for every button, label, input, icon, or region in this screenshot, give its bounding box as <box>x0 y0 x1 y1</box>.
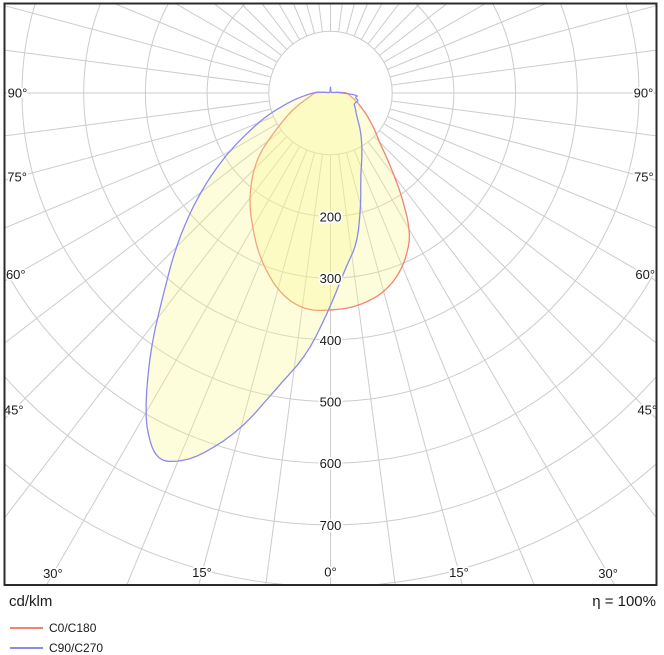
angle-label-0: 0° <box>324 565 336 580</box>
grid-ray <box>198 152 316 585</box>
legend-label-c90-c270: C90/C270 <box>49 641 104 655</box>
angle-label-right-45: 45° <box>637 402 657 417</box>
radial-tick-label-400: 400 <box>320 333 342 348</box>
grid-ray <box>345 152 463 585</box>
grid-ray <box>213 3 282 56</box>
polar-plot-canvas: 200 300 400 500 600 700 0° 15° 15° 30° 30° 45° 45° 60… <box>2 2 659 586</box>
grid-ray <box>379 130 657 344</box>
grid-ray <box>113 3 274 70</box>
legend-line-c0-c180-icon <box>10 627 43 629</box>
grid-ray <box>4 141 294 519</box>
angle-label-left-15: 15° <box>192 565 212 580</box>
grid-ray <box>261 3 294 45</box>
label-group: 200 300 400 500 600 700 0° 15° 15° 30° 30° 45° 45° 60… <box>2 84 659 583</box>
grid-ray <box>353 149 535 585</box>
grid-ray <box>391 100 657 137</box>
grid-ray <box>4 100 270 137</box>
series-path-c90-c270 <box>145 86 363 463</box>
grid-ray <box>383 123 657 282</box>
grid-ray <box>265 154 323 585</box>
angle-label-right-60: 60° <box>635 267 655 282</box>
grid-ray <box>338 154 396 585</box>
grid-ray <box>387 116 657 229</box>
legend-label-c0-c180: C0/C180 <box>49 621 97 635</box>
grid-ray <box>367 141 657 519</box>
grid-ray <box>4 123 278 282</box>
angle-label-right-75: 75° <box>634 170 654 185</box>
grid-ray <box>4 116 274 229</box>
radial-tick-label-700: 700 <box>320 518 342 533</box>
radial-tick-label-300: 300 <box>320 271 342 286</box>
radial-tick-label-600: 600 <box>320 456 342 471</box>
grid-ray <box>4 130 282 344</box>
angle-label-left-30: 30° <box>43 566 63 581</box>
series-group <box>145 86 411 463</box>
grid-ray <box>4 136 288 420</box>
grid-ray <box>4 5 272 78</box>
grid-ray <box>383 3 487 63</box>
plot-frame <box>3 2 658 586</box>
grid-ray <box>4 108 272 181</box>
angle-label-left-60: 60° <box>6 267 26 282</box>
angle-label-left-90: 90° <box>8 86 28 101</box>
grid-ray <box>373 136 657 420</box>
grid-ray <box>174 3 278 63</box>
unit-label: cd/klm <box>9 593 53 610</box>
radial-tick-label-200: 200 <box>320 209 342 224</box>
grid-ray <box>360 146 616 585</box>
legend-line-c90-c270-icon <box>10 647 43 649</box>
angle-label-right-15: 15° <box>449 565 469 580</box>
series-path-c0-c180 <box>249 87 411 312</box>
legend-item-c0-c180: C0/C180 <box>10 618 103 638</box>
legend: C0/C180 C90/C270 <box>10 618 103 655</box>
angle-label-right-30: 30° <box>598 566 618 581</box>
grid-ray <box>389 108 657 181</box>
radial-tick-label-500: 500 <box>320 395 342 410</box>
grid-ray <box>391 49 657 86</box>
grid-ray <box>379 3 448 56</box>
grid-ray <box>4 49 270 86</box>
grid-ray <box>126 149 308 585</box>
legend-item-c90-c270: C90/C270 <box>10 638 103 655</box>
grid-ray <box>387 3 548 70</box>
angle-label-left-75: 75° <box>7 170 27 185</box>
grid-ray <box>240 3 288 50</box>
angle-label-right-90: 90° <box>634 86 654 101</box>
grid-ray <box>389 5 657 78</box>
angle-label-left-45: 45° <box>4 402 24 417</box>
polar-grid <box>4 3 657 585</box>
efficiency-label: η = 100% <box>592 593 656 610</box>
grid-ray <box>367 3 400 45</box>
